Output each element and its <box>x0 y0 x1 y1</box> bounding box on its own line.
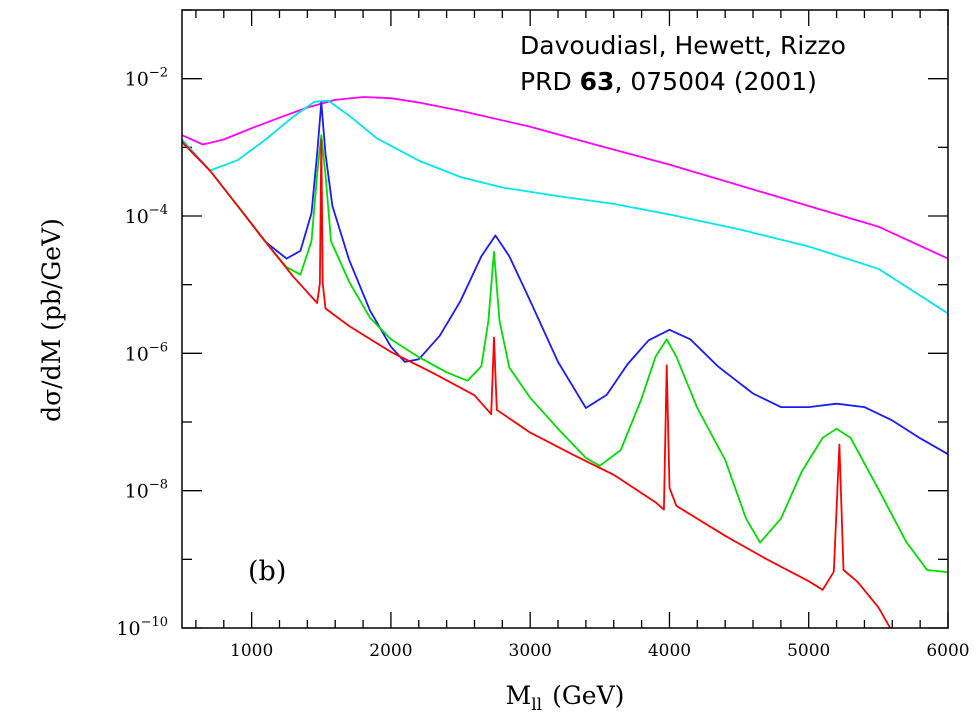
citation-reference: PRD 63, 075004 (2001) <box>520 67 817 96</box>
x-tick-label: 4000 <box>648 641 691 661</box>
x-axis-label-main: M <box>506 681 532 710</box>
x-axis-label-sub: ll <box>531 695 542 715</box>
x-tick-labels: 1000 2000 3000 4000 5000 6000 <box>230 641 970 661</box>
series-line-4 <box>182 134 948 574</box>
y-tick-label: 10−6 <box>125 340 168 365</box>
series-line-3 <box>182 101 948 455</box>
x-axis-label: Mll (GeV) <box>506 681 625 715</box>
x-tick-label: 1000 <box>230 641 273 661</box>
series-line-1 <box>182 96 948 260</box>
citation-authors: Davoudiasl, Hewett, Rizzo <box>520 31 846 60</box>
x-tick-label: 3000 <box>509 641 552 661</box>
y-tick-label: 10−2 <box>125 66 168 91</box>
series-line-2 <box>182 99 948 315</box>
series-lines <box>182 96 948 628</box>
panel-label: (b) <box>248 556 286 587</box>
x-axis-label-unit: (GeV) <box>552 681 624 710</box>
y-tick-label: 10−10 <box>116 615 168 640</box>
plot-frame <box>181 9 949 629</box>
axis-ticks <box>182 9 949 629</box>
series-line-5 <box>182 138 892 628</box>
y-tick-label: 10−4 <box>125 203 168 228</box>
y-tick-label: 10−8 <box>125 478 168 503</box>
x-tick-label: 6000 <box>926 641 969 661</box>
x-tick-label: 2000 <box>369 641 412 661</box>
x-tick-label: 5000 <box>787 641 830 661</box>
y-axis-label: dσ/dM (pb/GeV) <box>37 218 66 422</box>
y-tick-labels: 10−10 10−8 10−6 10−4 10−2 <box>116 66 168 640</box>
